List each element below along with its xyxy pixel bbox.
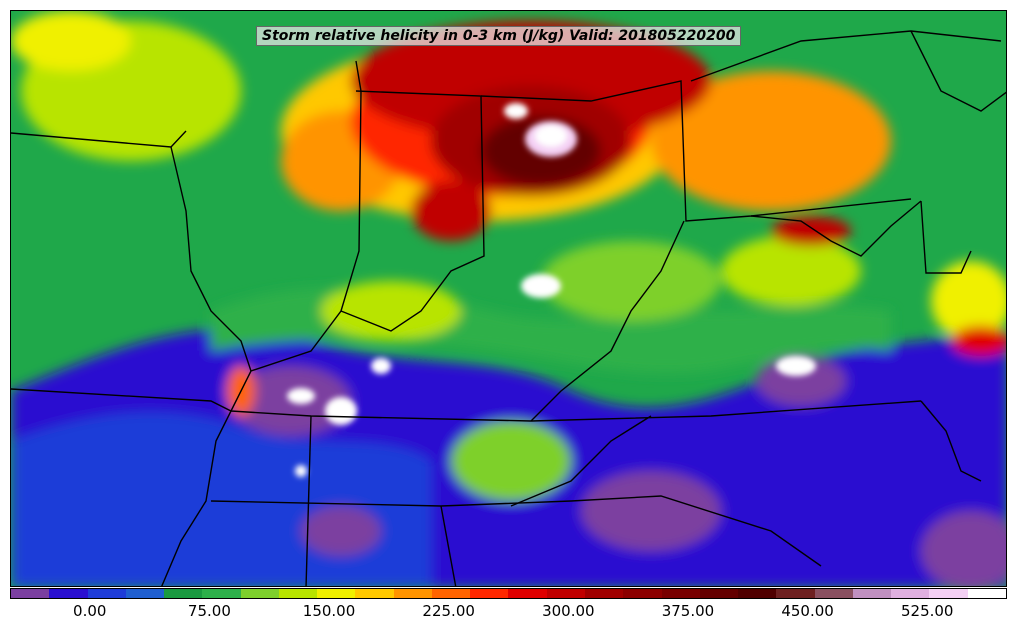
colorbar (10, 588, 1007, 599)
colorbar-segment (661, 589, 700, 598)
field-layers (11, 11, 1006, 586)
colorbar-segment (891, 589, 930, 598)
colorbar-segment (164, 589, 203, 598)
colorbar-tick-label: 525.00 (900, 602, 954, 620)
colorbar-segment (699, 589, 739, 598)
colorbar-segment (240, 589, 279, 598)
colorbar-segment (546, 589, 585, 598)
colorbar-tick-labels: 0.00 75.00 150.00 225.00 300.00 375.00 450.00 5… (10, 602, 1007, 624)
colorbar-segment (125, 589, 165, 598)
colorbar-segment (776, 589, 815, 598)
colorbar-segment (508, 589, 547, 598)
colorbar-segment (355, 589, 394, 598)
colorbar-segment (317, 589, 356, 598)
maxima (287, 103, 816, 477)
colorbar-segment (967, 589, 1006, 598)
colorbar-segment (87, 589, 126, 598)
colorbar-segment (623, 589, 662, 598)
colorbar-segment (470, 589, 509, 598)
colorbar-tick-label: 0.00 (73, 602, 107, 620)
colorbar-tick-label: 75.00 (187, 602, 231, 620)
colorbar-tick-label: 450.00 (781, 602, 834, 620)
colorbar-segment (11, 589, 50, 598)
colorbar-segment (814, 589, 853, 598)
colorbar-segment (202, 589, 241, 598)
colorbar-tick-label: 375.00 (661, 602, 715, 620)
colorbar-segment (852, 589, 892, 598)
map-panel: Storm relative helicity in 0-3 km (J/kg)… (10, 10, 1007, 587)
colorbar-segment (49, 589, 88, 598)
colorbar-segment (431, 589, 471, 598)
colorbar-segment (393, 589, 432, 598)
colorbar-segment (738, 589, 777, 598)
colorbar-segment (584, 589, 624, 598)
colorbar-tick-label: 225.00 (422, 602, 475, 620)
state-borders (11, 30, 1006, 586)
colorbar-tick-label: 300.00 (542, 602, 595, 620)
map-title: Storm relative helicity in 0-3 km (J/kg)… (256, 26, 742, 46)
colorbar-tick-label: 150.00 (302, 602, 356, 620)
helicity-map (11, 11, 1006, 586)
colorbar-segment (278, 589, 318, 598)
colorbar-segment (929, 589, 968, 598)
